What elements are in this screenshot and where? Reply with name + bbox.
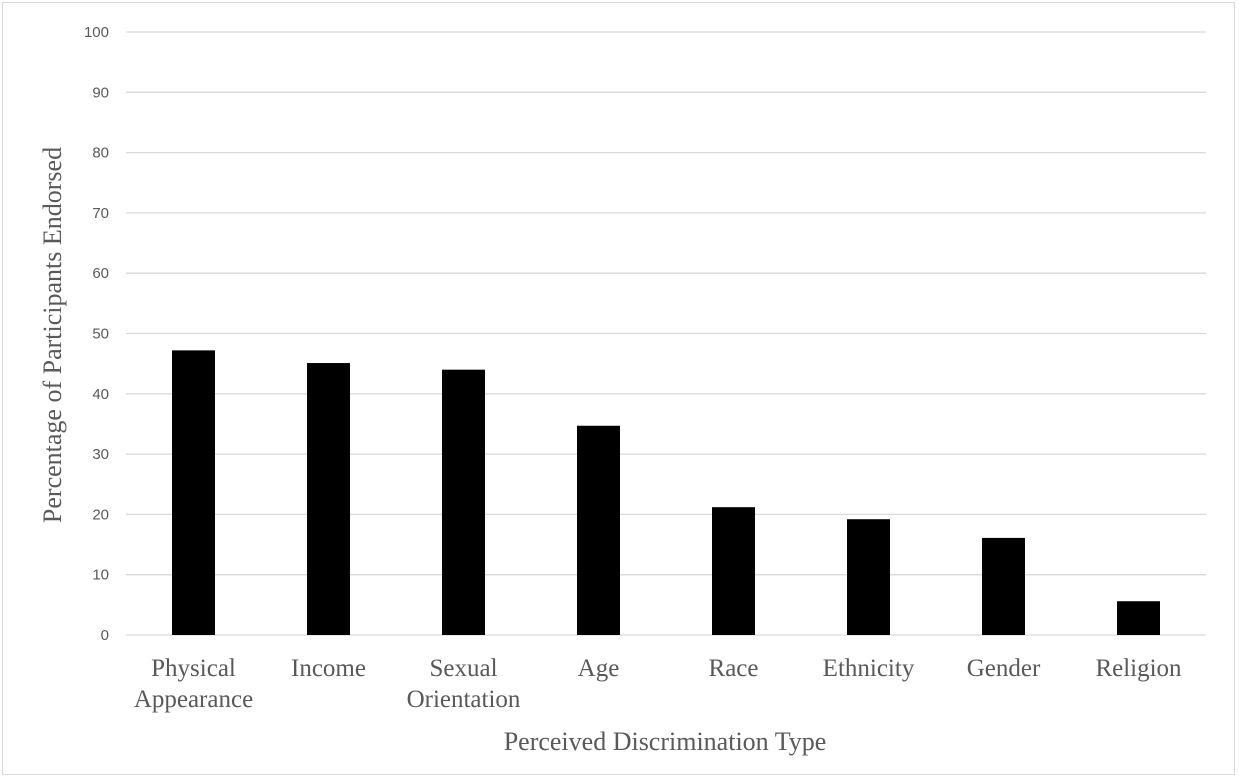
x-category-label: Ethnicity [823,655,915,682]
bar [982,537,1025,635]
x-category-label: Gender [967,655,1041,682]
bar-chart: 0 10 20 30 40 50 60 70 80 90 100 Physical Appearanc… [38,24,1206,756]
y-tick-label: 30 [92,446,109,463]
y-tick-label: 10 [92,567,109,584]
x-category-label: Religion [1095,655,1182,682]
x-category-label: Income [291,655,366,682]
bar [442,369,485,635]
bar [172,350,215,635]
y-tick-label: 100 [84,24,109,41]
x-axis-title: Perceived Discrimination Type [504,727,827,756]
y-tick-label: 70 [92,205,109,222]
bar [1117,601,1160,635]
x-axis-categories: Physical Appearance Income Sexual Orientatio… [134,655,1182,713]
x-category-label: Sexual Orientation [407,655,521,713]
bars [172,350,1160,635]
x-category-label: Race [709,655,759,682]
y-tick-label: 60 [92,265,109,282]
x-category-label: Age [578,655,620,682]
y-tick-label: 20 [92,506,109,523]
y-tick-label: 0 [101,627,109,644]
y-tick-label: 50 [92,326,109,343]
x-category-label: Physical Appearance [134,655,253,713]
y-tick-label: 80 [92,145,109,162]
y-tick-label: 40 [92,386,109,403]
y-axis-ticks: 0 10 20 30 40 50 60 70 80 90 100 [84,24,109,644]
bar [847,519,890,635]
bar [577,425,620,635]
bar [712,507,755,635]
bar [307,363,350,635]
y-tick-label: 90 [92,84,109,101]
gridlines [126,31,1206,636]
y-axis-title: Percentage of Participants Endorsed [38,147,67,523]
